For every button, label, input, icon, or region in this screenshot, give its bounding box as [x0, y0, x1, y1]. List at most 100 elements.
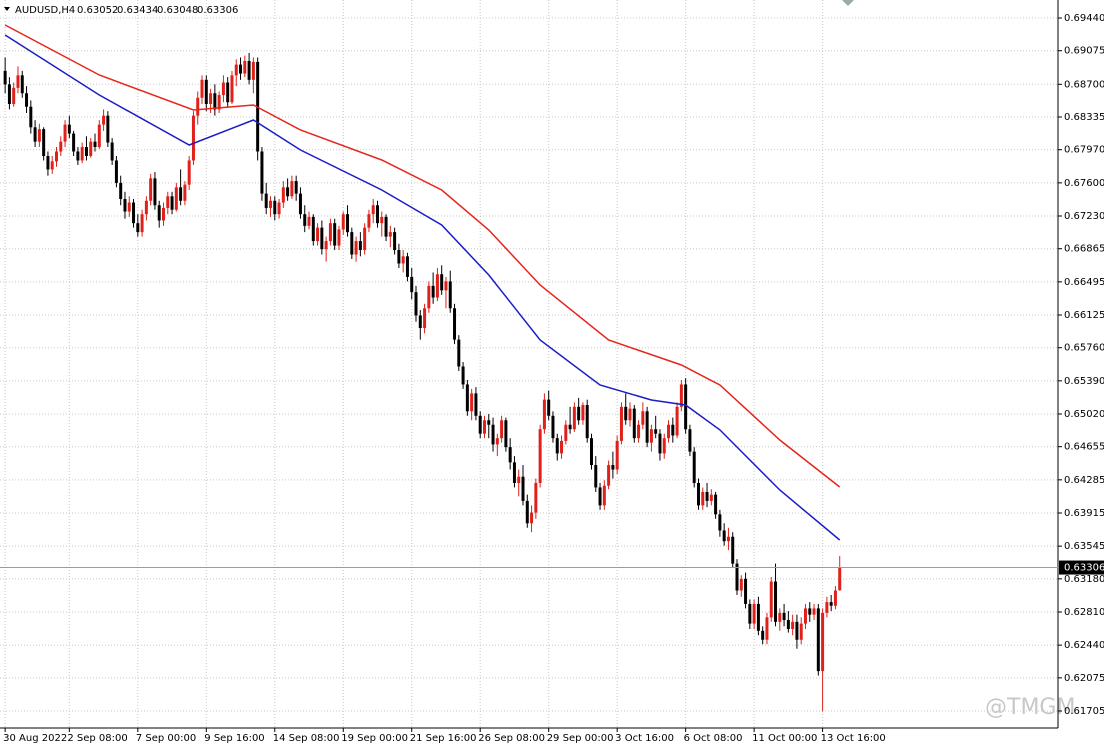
- candle-body: [346, 214, 350, 233]
- candle-body: [37, 129, 41, 142]
- candle-body: [615, 440, 619, 470]
- candle-body: [744, 578, 748, 604]
- candle-body: [196, 97, 200, 116]
- candle-body: [838, 567, 842, 591]
- candle-body: [25, 93, 29, 107]
- symbol-title: AUDUSD,H4: [15, 5, 75, 16]
- candle-body: [752, 603, 756, 624]
- candle-body: [572, 406, 576, 430]
- candle-body: [290, 181, 294, 197]
- candle-body: [157, 205, 161, 221]
- candle-body: [688, 429, 692, 452]
- x-tick-label: 13 Oct 16:00: [821, 733, 886, 744]
- candle-body: [692, 451, 696, 483]
- candle-body: [277, 202, 281, 215]
- candle-body: [320, 227, 324, 250]
- y-tick-label: 0.66865: [1064, 244, 1104, 255]
- candle-body: [782, 612, 786, 621]
- candle-body: [260, 151, 264, 194]
- candle-body: [367, 214, 371, 228]
- y-tick-label: 0.68700: [1064, 79, 1104, 90]
- candle-body: [97, 124, 101, 148]
- candle-body: [435, 274, 439, 298]
- candle-body: [829, 602, 833, 606]
- candle-body: [418, 315, 422, 328]
- candle-body: [675, 406, 679, 436]
- candle-body: [307, 216, 311, 226]
- candle-body: [170, 196, 174, 210]
- y-tick-label: 0.68335: [1064, 112, 1104, 123]
- candle-body: [393, 232, 397, 251]
- x-tick-label: 19 Sep 00:00: [341, 733, 408, 744]
- y-tick-label: 0.64655: [1064, 442, 1104, 453]
- candle-body: [594, 465, 598, 488]
- candle-body: [132, 202, 136, 224]
- candle-body: [63, 124, 67, 142]
- candle-body: [371, 205, 375, 215]
- candle-body: [127, 202, 131, 212]
- candle-body: [140, 214, 144, 233]
- candle-body: [144, 200, 148, 215]
- candle-body: [444, 281, 448, 291]
- y-tick-label: 0.67600: [1064, 178, 1104, 189]
- candle-body: [358, 241, 362, 251]
- candle-body: [294, 181, 298, 194]
- ohlc-close: 0.63306: [197, 5, 238, 16]
- y-tick-label: 0.63915: [1064, 508, 1104, 519]
- candle-body: [204, 79, 208, 105]
- candle-body: [739, 578, 743, 591]
- candle-body: [268, 200, 272, 208]
- plot: [3, 24, 842, 712]
- candle-body: [247, 61, 251, 80]
- x-tick-label: 14 Sep 08:00: [273, 733, 340, 744]
- candle-body: [29, 106, 33, 128]
- candle-body: [427, 285, 431, 309]
- candle-body: [769, 581, 773, 618]
- candle-body: [602, 485, 606, 506]
- candle-body: [298, 193, 302, 215]
- candle-body: [684, 384, 688, 430]
- candle-body: [756, 603, 760, 631]
- menu-arrow[interactable]: [4, 7, 10, 11]
- candle-body: [119, 182, 123, 199]
- candle-body: [440, 274, 444, 291]
- candle-body: [585, 405, 589, 439]
- candle-body: [230, 75, 234, 103]
- shift-marker[interactable]: [842, 0, 854, 6]
- candle-body: [491, 424, 495, 445]
- x-tick-label: 3 Oct 16:00: [615, 733, 674, 744]
- watermark: @TMGM: [985, 695, 1075, 720]
- y-tick-label: 0.62810: [1064, 607, 1104, 618]
- candle-body: [816, 608, 820, 672]
- candle-body: [581, 405, 585, 421]
- candle-body: [512, 462, 516, 483]
- candle-body: [324, 241, 328, 250]
- candle-body: [303, 214, 307, 226]
- candle-body: [84, 147, 88, 156]
- candle-body: [474, 393, 478, 416]
- candle-body: [812, 608, 816, 615]
- candle-body: [542, 399, 546, 430]
- candle-body: [530, 512, 534, 524]
- candle-body: [821, 612, 825, 672]
- candle-body: [560, 440, 564, 454]
- current-price-box: [1059, 560, 1104, 575]
- candle-body: [564, 424, 568, 441]
- candle-body: [645, 411, 649, 443]
- candle-body: [487, 420, 491, 425]
- candle-body: [632, 408, 636, 439]
- candle-body: [388, 232, 392, 237]
- candle-body: [76, 151, 80, 161]
- candle-body: [577, 406, 581, 421]
- candle-body: [123, 198, 127, 212]
- candle-body: [671, 424, 675, 436]
- y-tick-label: 0.65390: [1064, 376, 1104, 387]
- candle-body: [264, 193, 268, 208]
- candle-body: [495, 438, 499, 445]
- ohlc-low: 0.63048: [157, 5, 198, 16]
- candle-body: [20, 75, 24, 94]
- candle-body: [226, 82, 230, 103]
- candle-body: [384, 216, 388, 237]
- candle-body: [799, 623, 803, 640]
- x-tick-label: 6 Oct 08:00: [684, 733, 743, 744]
